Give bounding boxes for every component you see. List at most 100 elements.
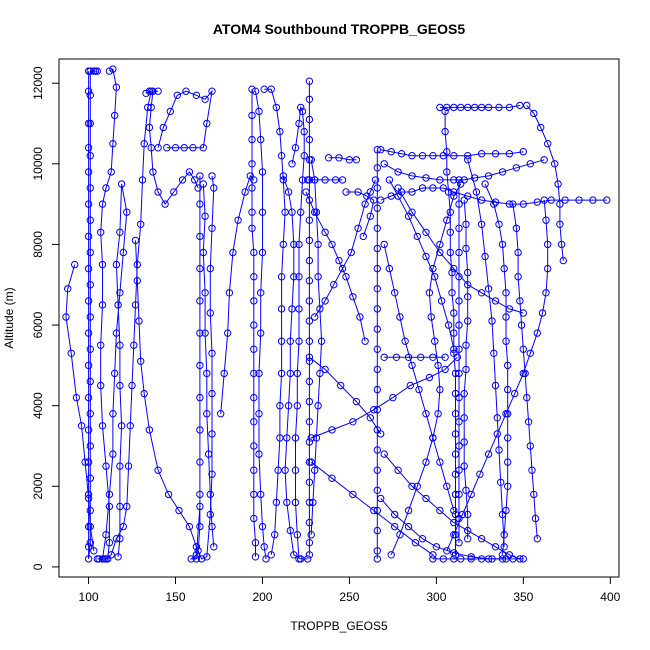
data-point bbox=[373, 224, 381, 233]
data-point bbox=[389, 393, 397, 402]
data-point bbox=[455, 273, 463, 281]
data-point bbox=[288, 160, 296, 168]
data-point bbox=[373, 486, 381, 494]
data-point bbox=[84, 543, 93, 551]
data-point bbox=[477, 220, 486, 229]
data-point bbox=[464, 268, 472, 277]
data-point bbox=[284, 188, 293, 196]
data-point bbox=[84, 200, 93, 208]
data-point bbox=[196, 426, 204, 434]
data-point bbox=[258, 248, 267, 257]
data-point bbox=[371, 176, 380, 184]
data-point bbox=[97, 381, 105, 390]
data-point bbox=[271, 531, 279, 539]
data-point bbox=[484, 285, 493, 293]
data-point bbox=[111, 369, 119, 378]
data-point bbox=[477, 103, 486, 112]
data-point bbox=[317, 337, 326, 345]
data-point bbox=[145, 87, 154, 95]
data-point bbox=[295, 305, 303, 313]
data-point bbox=[443, 168, 451, 176]
data-point bbox=[439, 184, 447, 192]
data-point bbox=[64, 285, 72, 293]
data-point bbox=[284, 402, 293, 410]
series-line bbox=[388, 179, 455, 350]
data-point bbox=[295, 555, 303, 563]
data-point bbox=[305, 297, 314, 305]
data-point bbox=[166, 107, 175, 116]
data-point bbox=[404, 522, 413, 531]
data-point bbox=[250, 248, 258, 257]
data-point bbox=[302, 188, 310, 196]
data-point bbox=[589, 196, 597, 204]
data-point bbox=[418, 184, 427, 192]
data-point bbox=[500, 531, 508, 539]
data-point bbox=[512, 224, 521, 233]
data-point bbox=[450, 192, 458, 200]
data-point bbox=[305, 539, 314, 547]
data-series bbox=[443, 196, 552, 555]
data-point bbox=[361, 200, 369, 208]
data-point bbox=[199, 144, 208, 152]
data-point bbox=[131, 236, 140, 245]
data-point bbox=[149, 87, 157, 95]
data-series bbox=[302, 188, 369, 345]
data-point bbox=[394, 168, 402, 176]
data-point bbox=[504, 361, 512, 370]
data-point bbox=[84, 426, 93, 434]
data-point bbox=[429, 353, 437, 361]
data-point bbox=[540, 156, 548, 164]
data-point bbox=[305, 377, 314, 386]
data-point bbox=[250, 321, 258, 329]
data-point bbox=[373, 385, 381, 394]
data-point bbox=[250, 514, 258, 523]
data-point bbox=[298, 107, 307, 116]
data-point bbox=[335, 154, 343, 162]
data-point bbox=[495, 103, 503, 112]
data-point bbox=[462, 341, 470, 349]
data-point bbox=[377, 494, 385, 503]
data-point bbox=[413, 232, 421, 241]
data-point bbox=[484, 450, 493, 458]
data-point bbox=[297, 208, 305, 216]
data-point bbox=[288, 208, 296, 216]
data-point bbox=[86, 377, 95, 386]
y-tick-label: 0 bbox=[31, 563, 45, 570]
data-point bbox=[112, 83, 121, 91]
x-tick-label: 250 bbox=[339, 590, 359, 604]
data-point bbox=[422, 252, 430, 261]
data-point bbox=[502, 410, 510, 418]
data-point bbox=[321, 297, 329, 305]
data-point bbox=[472, 188, 481, 196]
data-point bbox=[286, 526, 294, 535]
data-point bbox=[307, 458, 315, 466]
data-point bbox=[432, 543, 441, 551]
data-point bbox=[84, 555, 93, 563]
data-point bbox=[471, 174, 479, 182]
data-point bbox=[217, 410, 225, 418]
data-point bbox=[505, 551, 514, 559]
data-point bbox=[450, 103, 458, 112]
data-point bbox=[124, 462, 133, 470]
data-point bbox=[415, 385, 423, 394]
data-point bbox=[311, 466, 319, 474]
data-point bbox=[305, 95, 314, 104]
data-point bbox=[450, 329, 458, 337]
data-point bbox=[189, 144, 197, 152]
data-point bbox=[373, 526, 381, 535]
data-point bbox=[436, 103, 444, 112]
data-point bbox=[460, 414, 468, 422]
data-point bbox=[455, 224, 463, 233]
data-point bbox=[257, 329, 265, 337]
data-point bbox=[314, 273, 322, 281]
data-point bbox=[481, 180, 489, 188]
data-point bbox=[451, 551, 460, 559]
data-point bbox=[305, 115, 314, 124]
data-point bbox=[422, 458, 430, 466]
data-point bbox=[305, 216, 314, 224]
data-series bbox=[387, 180, 465, 559]
data-point bbox=[436, 240, 444, 249]
data-point bbox=[279, 240, 287, 249]
data-point bbox=[481, 252, 489, 261]
data-point bbox=[248, 208, 256, 216]
